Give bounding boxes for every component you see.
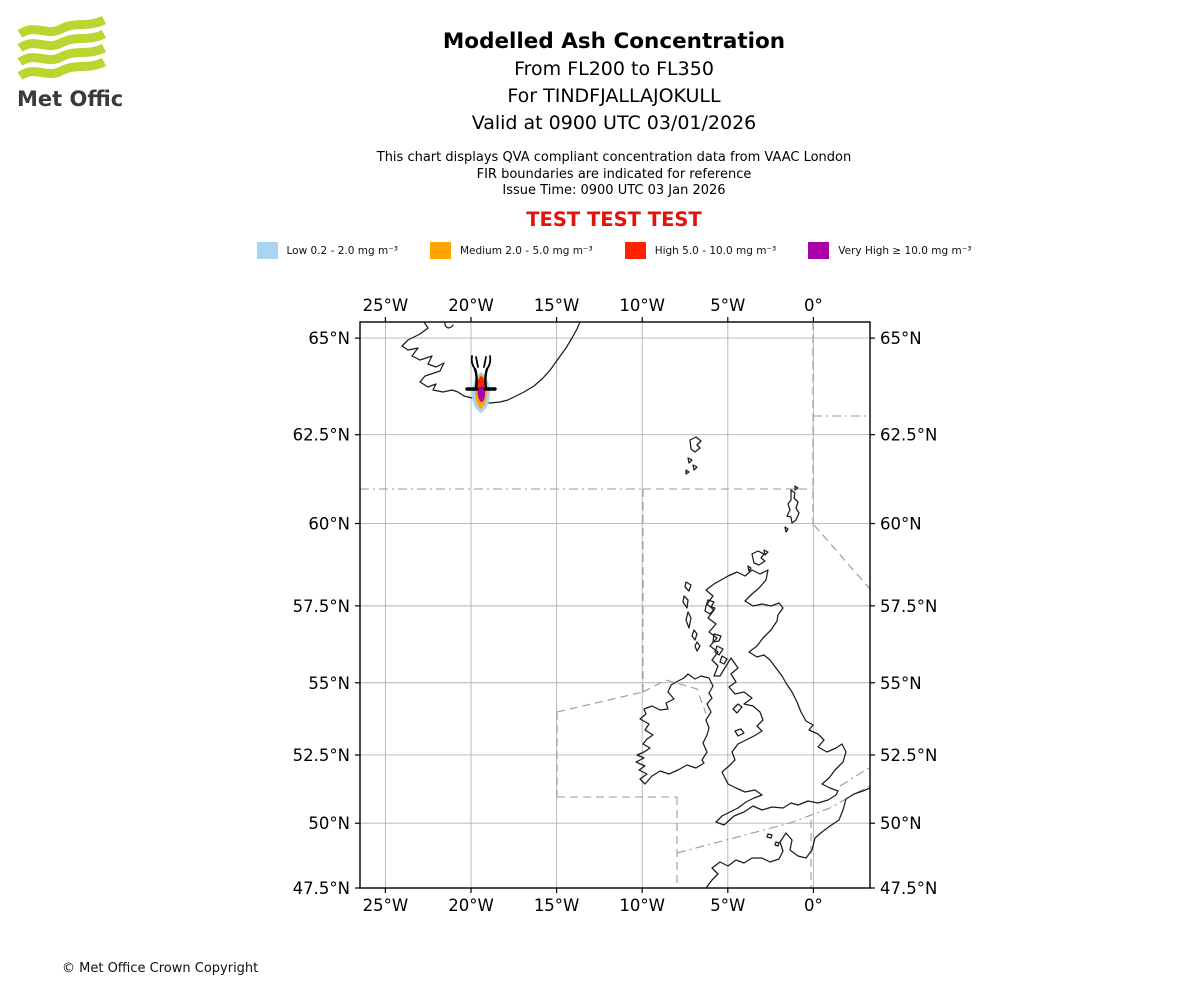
coastline-orkney [751, 550, 766, 566]
lat-tick-label-right: 57.5°N [880, 597, 937, 616]
legend-label-high: High 5.0 - 10.0 mg m⁻³ [654, 244, 777, 257]
coastline-hebrides [691, 629, 698, 641]
lat-tick-label-left: 57.5°N [293, 597, 350, 616]
coastline-inner-isles [719, 655, 728, 665]
lat-tick-label-right: 60°N [880, 515, 922, 534]
lat-tick-label-right: 62.5°N [880, 426, 937, 445]
subtitle-volcano-name: For TINDFJALLAJOKULL [507, 85, 721, 107]
fir-boundaries [360, 322, 870, 888]
coastline-faroes-islet [692, 464, 698, 471]
lon-tick-label-top: 15°W [534, 296, 580, 315]
axis-tick-labels: 25°W 25°W 20°W 20°W 15°W 15°W 10°W 10°W 5°W 5°W 0°… [293, 296, 938, 915]
fir-boundary-scottish-se [813, 524, 870, 590]
coastline-france [705, 787, 870, 888]
coastline-isle-of-man [732, 703, 743, 714]
coastline-shetland-islet [794, 485, 799, 491]
coastline-hebrides [694, 641, 701, 652]
lat-tick-label-right: 65°N [880, 329, 922, 348]
info-line-qva: This chart displays QVA compliant concen… [376, 150, 852, 165]
fir-boundary-channel [676, 785, 870, 854]
coastline-hebrides [684, 581, 692, 592]
coastline-orkney-islet [747, 565, 752, 572]
coastline-hebrides [685, 611, 692, 629]
page-title: Modelled Ash Concentration [442, 29, 786, 54]
map-frame [359, 321, 871, 889]
legend-item-high: High 5.0 - 10.0 mg m⁻³ [624, 242, 777, 259]
lat-tick-label-right: 47.5°N [880, 879, 937, 898]
axis-tick-marks [355, 317, 875, 893]
coastline-iceland-inlet [444, 322, 454, 329]
info-line-fir: FIR boundaries are indicated for referen… [476, 166, 752, 182]
fir-boundary-shannon-nw [556, 691, 644, 713]
coastline-orkney-islet [763, 549, 769, 556]
ash-concentration-map: 25°W 25°W 20°W 20°W 15°W 15°W 10°W 10°W 5°W 5°W 0°… [293, 296, 938, 915]
lat-tick-label-left: 52.5°N [293, 746, 350, 765]
coastline-faroes-islet [685, 469, 690, 475]
legend-swatch-medium [429, 242, 451, 259]
legend-item-very-high: Very High ≥ 10.0 mg m⁻³ [808, 242, 971, 259]
lat-tick-label-left: 55°N [308, 674, 350, 693]
info-block: This chart displays QVA compliant concen… [14, 150, 1200, 200]
subtitle-valid-time: Valid at 0900 UTC 03/01/2026 [471, 112, 757, 134]
volcano-symbol [465, 355, 497, 391]
met-office-logo: Met Office [17, 16, 124, 111]
test-banner: TEST TEST TEST [526, 207, 702, 231]
legend-swatch-high [624, 242, 646, 259]
legend-label-medium: Medium 2.0 - 5.0 mg m⁻³ [459, 244, 593, 257]
subtitle-flight-levels: From FL200 to FL350 [514, 58, 714, 80]
legend-label-low: Low 0.2 - 2.0 mg m⁻³ [286, 244, 398, 257]
lat-tick-label-left: 60°N [308, 515, 350, 534]
lon-tick-label-bottom: 5°W [710, 896, 745, 915]
logo-waves-icon [17, 16, 107, 80]
fir-boundary-france-ne [839, 766, 870, 787]
lat-tick-label-left: 50°N [308, 814, 350, 833]
lon-tick-label-top: 20°W [448, 296, 494, 315]
lat-tick-label-right: 50°N [880, 814, 922, 833]
coastline-great-britain [705, 569, 847, 826]
ash-plume-very-high [477, 386, 485, 402]
lat-tick-label-right: 52.5°N [880, 746, 937, 765]
lat-tick-label-right: 55°N [880, 674, 922, 693]
lon-tick-label-top: 10°W [619, 296, 665, 315]
legend-item-low: Low 0.2 - 2.0 mg m⁻³ [256, 242, 398, 259]
coastline-hebrides [682, 595, 689, 609]
coastline-channel-islands [766, 833, 773, 839]
coastline-anglesey [734, 728, 745, 737]
lon-tick-label-bottom: 25°W [363, 896, 409, 915]
legend-label-very-high: Very High ≥ 10.0 mg m⁻³ [838, 244, 972, 257]
coastline-faroes-islet [687, 457, 693, 464]
coastline-iceland [401, 322, 581, 404]
legend-swatch-low [256, 242, 278, 259]
lon-tick-label-top: 0° [804, 296, 823, 315]
fir-boundary-north-channel [642, 679, 707, 715]
logo-text: Met Office [17, 87, 124, 111]
coastline-inner-isles [712, 633, 722, 643]
lon-tick-label-top: 25°W [363, 296, 409, 315]
lon-tick-label-top: 5°W [710, 296, 745, 315]
lat-tick-label-left: 62.5°N [293, 426, 350, 445]
lat-tick-label-left: 65°N [308, 329, 350, 348]
coastline-channel-islands [774, 841, 780, 847]
lon-tick-label-bottom: 10°W [619, 896, 665, 915]
lon-tick-label-bottom: 20°W [448, 896, 494, 915]
lon-tick-label-bottom: 15°W [534, 896, 580, 915]
legend-item-medium: Medium 2.0 - 5.0 mg m⁻³ [429, 242, 593, 259]
header: Modelled Ash Concentration From FL200 to… [14, 28, 1200, 232]
concentration-legend: Low 0.2 - 2.0 mg m⁻³ Medium 2.0 - 5.0 mg … [14, 242, 1200, 259]
coastline-shetland [786, 489, 800, 524]
coastlines [401, 322, 870, 888]
coastline-ireland [635, 673, 714, 785]
copyright-notice: © Met Office Crown Copyright [62, 961, 259, 976]
map-canvas [360, 322, 870, 888]
lat-tick-label-left: 47.5°N [293, 879, 350, 898]
coastline-shetland-islet [784, 526, 789, 533]
info-line-issue-time: Issue Time: 0900 UTC 03 Jan 2026 [502, 183, 726, 198]
lon-tick-label-bottom: 0° [804, 896, 823, 915]
coastline-faroes [689, 436, 702, 453]
legend-swatch-very-high [808, 242, 830, 259]
